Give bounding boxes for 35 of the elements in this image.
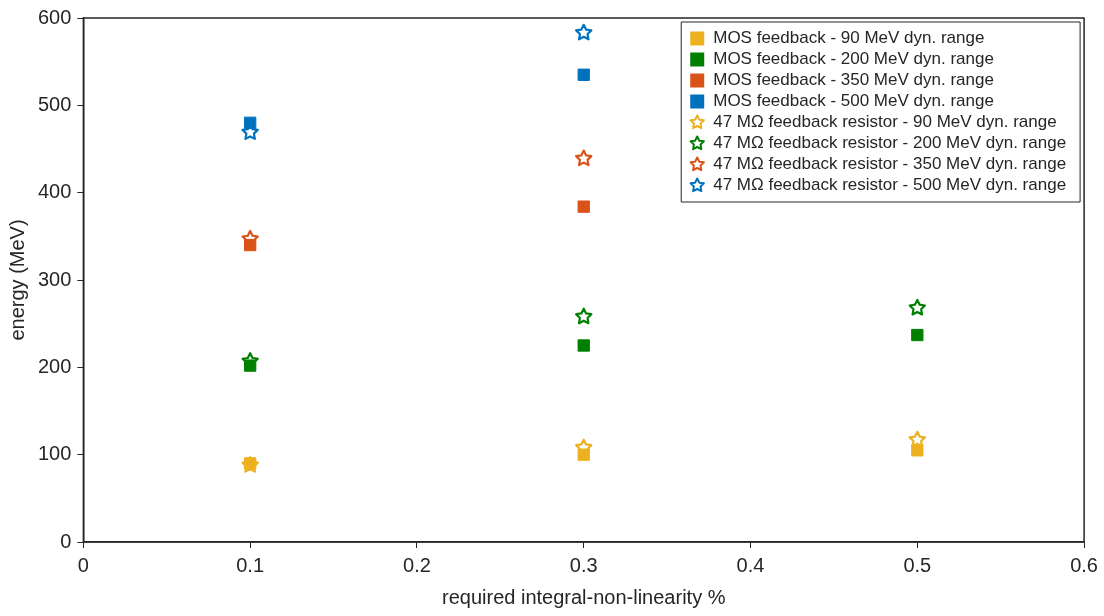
legend-label: MOS feedback - 350 MeV dyn. range [713,70,994,90]
y-tick-label: 400 [37,180,72,203]
legend-label: MOS feedback - 90 MeV dyn. range [713,28,985,48]
legend-label: 47 MΩ feedback resistor - 90 MeV dyn. range [713,112,1057,132]
x-tick-label: 0.4 [736,553,765,576]
x-tick-label: 0.6 [1070,553,1098,576]
y-tick-label: 600 [37,5,72,28]
point [241,229,259,247]
y-tick-label: 100 [37,442,72,465]
legend-label: 47 MΩ feedback resistor - 200 MeV dyn. range [713,133,1067,153]
point [577,68,590,81]
point [577,200,590,213]
x-tick-label: 0.5 [903,553,932,576]
y-tick-label: 300 [37,267,72,290]
point [575,23,593,41]
point [575,149,593,167]
point [577,339,590,352]
x-tick-label: 0 [77,553,89,576]
point [908,430,927,448]
y-tick-label: 0 [60,529,72,552]
y-tick-label: 200 [37,354,72,377]
point [575,438,593,456]
x-tick-label: 0.2 [403,553,431,576]
legend-label: 47 MΩ feedback resistor - 500 MeV dyn. range [713,175,1067,195]
legend-label: MOS feedback - 500 MeV dyn. range [713,91,994,111]
x-tick-label: 0.3 [569,553,598,576]
y-tick-label: 500 [37,92,72,115]
point [908,298,927,316]
x-axis-title: required integral-non-linearity % [441,585,726,608]
legend-label: 47 MΩ feedback resistor - 350 MeV dyn. range [713,154,1067,174]
point [911,328,924,342]
point [575,307,593,325]
y-axis-title: energy (MeV) [5,219,28,341]
legend-label: MOS feedback - 200 MeV dyn. range [713,49,994,69]
x-tick-label: 0.1 [236,553,265,576]
